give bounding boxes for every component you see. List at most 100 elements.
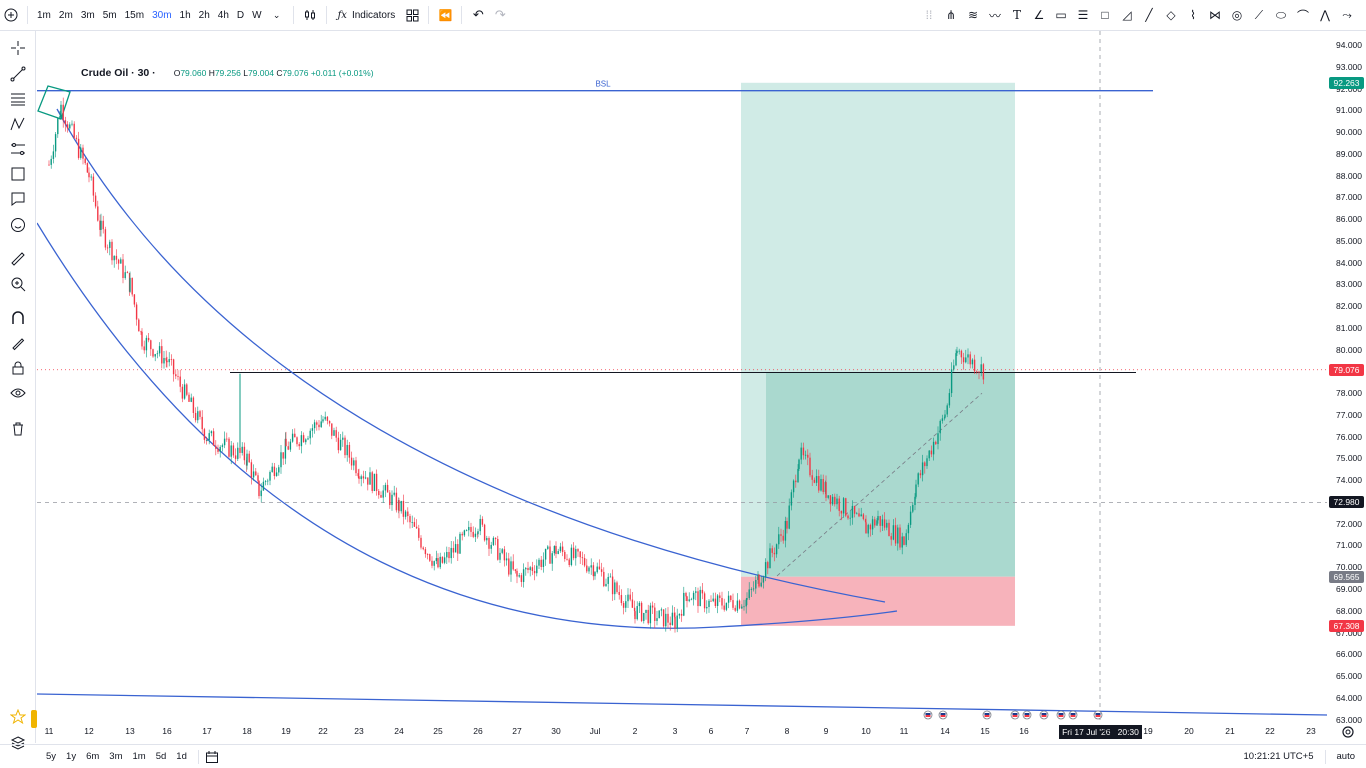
price-axis[interactable]: 94.00093.00092.00091.00090.00089.00088.0… bbox=[1327, 31, 1366, 725]
candle-body bbox=[129, 277, 131, 292]
candle-body bbox=[886, 522, 888, 528]
candle-body bbox=[48, 164, 50, 166]
timeframe-2h[interactable]: 2h bbox=[198, 9, 210, 21]
eye-icon[interactable] bbox=[7, 383, 29, 403]
rectangle-icon[interactable]: □ bbox=[1101, 8, 1109, 22]
add-symbol-icon[interactable] bbox=[0, 4, 22, 26]
path-icon[interactable]: ⤳ bbox=[1342, 7, 1352, 22]
fib-retracement-icon[interactable]: ☰ bbox=[1077, 8, 1089, 22]
range-1d[interactable]: 1d bbox=[176, 751, 187, 762]
price-tick-label: 90.000 bbox=[1336, 127, 1362, 138]
head-shoulders-icon[interactable]: ⋀ bbox=[1320, 8, 1330, 22]
keep-drawing-icon[interactable] bbox=[7, 333, 29, 353]
emoji-icon[interactable] bbox=[7, 215, 29, 235]
timeframe-1h[interactable]: 1h bbox=[179, 9, 191, 21]
trend-line-icon[interactable]: ╱ bbox=[1145, 8, 1153, 22]
event-flag-stripe bbox=[1041, 713, 1047, 715]
candle-body bbox=[232, 445, 235, 456]
timeframe-1m[interactable]: 1m bbox=[37, 9, 51, 21]
candle-body bbox=[647, 609, 649, 624]
lock-icon[interactable] bbox=[7, 358, 29, 378]
favorites-expand-handle[interactable] bbox=[31, 710, 37, 728]
clock-label[interactable]: 10:21:21 UTC+5 bbox=[1243, 751, 1314, 762]
shapes-tool-icon[interactable] bbox=[7, 164, 29, 184]
replay-icon[interactable]: ⏪ bbox=[438, 9, 453, 22]
range-5d[interactable]: 5d bbox=[155, 751, 167, 762]
range-5y[interactable]: 5y bbox=[46, 751, 57, 762]
forecast-tool-icon[interactable] bbox=[7, 139, 29, 159]
timeframe-3m[interactable]: 3m bbox=[80, 9, 95, 21]
triangle-icon[interactable]: ◿ bbox=[1122, 8, 1132, 22]
candle-body bbox=[287, 446, 289, 450]
time-axis-settings-icon[interactable] bbox=[1341, 725, 1355, 744]
chevron-down-icon[interactable]: ⌄ bbox=[272, 9, 281, 20]
auto-scale-toggle[interactable]: auto bbox=[1336, 751, 1356, 762]
timeframe-4h[interactable]: 4h bbox=[217, 9, 229, 21]
layouts-icon[interactable] bbox=[401, 4, 423, 26]
star-icon[interactable] bbox=[7, 707, 29, 727]
candle-body bbox=[721, 598, 723, 606]
candle-body bbox=[197, 411, 199, 421]
circle-icon[interactable]: ◎ bbox=[1231, 8, 1243, 22]
candle-body bbox=[559, 546, 562, 552]
annotation-tool-icon[interactable] bbox=[7, 189, 29, 209]
candle-body bbox=[598, 566, 601, 570]
candle-body bbox=[941, 418, 944, 421]
range-6m[interactable]: 6m bbox=[86, 751, 100, 762]
candle-body bbox=[928, 450, 930, 459]
polyline-icon[interactable]: ⌇ bbox=[1190, 8, 1196, 22]
time-axis[interactable]: Fri 17 Jul '26 20:30 11 12 13 16 17 18 19 22 23 2… bbox=[37, 720, 1327, 744]
candle-body bbox=[557, 551, 559, 554]
trend-line-tool-icon[interactable] bbox=[7, 64, 29, 84]
redo-icon[interactable]: ↷ bbox=[494, 7, 506, 22]
xabcd-pattern-icon[interactable]: ⋈ bbox=[1209, 8, 1221, 22]
ruler-icon[interactable] bbox=[7, 249, 29, 269]
event-flag-stripe bbox=[1095, 713, 1101, 715]
candle-body bbox=[448, 552, 450, 559]
indicators-button[interactable]: ƒx Indicators bbox=[332, 10, 402, 21]
zoom-in-icon[interactable] bbox=[7, 274, 29, 294]
range-1m[interactable]: 1m bbox=[132, 751, 146, 762]
timeframe-5m[interactable]: 5m bbox=[102, 9, 117, 21]
candle-style-icon[interactable] bbox=[299, 4, 321, 26]
candle-body bbox=[284, 438, 287, 459]
trash-icon[interactable] bbox=[7, 419, 29, 439]
symbol-title[interactable]: Crude Oil · 30 · bbox=[81, 67, 156, 79]
candle-body bbox=[52, 151, 55, 159]
timeframe-2m[interactable]: 2m bbox=[58, 9, 73, 21]
drag-handle-icon[interactable]: ⁞⁞ bbox=[925, 8, 933, 22]
date-range-icon[interactable] bbox=[205, 750, 219, 764]
candle-body bbox=[177, 376, 179, 377]
candle-body bbox=[795, 480, 797, 483]
candle-body bbox=[344, 437, 346, 456]
undo-icon[interactable]: ↶ bbox=[472, 7, 484, 22]
trend-angle-icon[interactable]: ∠ bbox=[1033, 8, 1045, 22]
crosshair-icon[interactable] bbox=[7, 38, 29, 58]
candle-body bbox=[131, 277, 133, 295]
timeframe-d[interactable]: D bbox=[236, 9, 245, 21]
chart-canvas[interactable]: BSL bbox=[37, 31, 1327, 720]
time-tick-label: 20 bbox=[1184, 726, 1194, 736]
ellipse-icon[interactable]: ⬭ bbox=[1275, 7, 1287, 22]
ray-icon[interactable]: ⟋ bbox=[1254, 7, 1264, 22]
time-tick-label: 23 bbox=[1306, 726, 1316, 736]
candle-body bbox=[838, 498, 840, 511]
text-tool-icon[interactable]: T bbox=[1012, 8, 1021, 22]
range-3m[interactable]: 3m bbox=[109, 751, 123, 762]
zigzag-icon[interactable]: 〰 bbox=[988, 8, 1001, 23]
timeframe-15m[interactable]: 15m bbox=[124, 9, 145, 21]
rotated-rectangle-icon[interactable]: ◇ bbox=[1166, 8, 1176, 22]
candle-body bbox=[847, 515, 849, 519]
callout-icon[interactable]: ▭ bbox=[1055, 8, 1067, 22]
arc-icon[interactable]: ⌒ bbox=[1296, 8, 1309, 23]
pattern-tool-icon[interactable] bbox=[7, 114, 29, 134]
range-1y[interactable]: 1y bbox=[66, 751, 77, 762]
timeframe-30m[interactable]: 30m bbox=[152, 9, 172, 21]
candle-body bbox=[818, 476, 820, 491]
pitchfork-icon[interactable]: ⋔ bbox=[945, 8, 957, 22]
fib-tool-icon[interactable] bbox=[7, 89, 29, 109]
parallel-channel-icon[interactable]: ≋ bbox=[967, 8, 979, 22]
chart-pane[interactable]: BSL Crude Oil · 30 · O79.060 H79.256 L79… bbox=[37, 31, 1327, 720]
timeframe-w[interactable]: W bbox=[252, 9, 262, 21]
magnet-icon[interactable] bbox=[7, 308, 29, 328]
